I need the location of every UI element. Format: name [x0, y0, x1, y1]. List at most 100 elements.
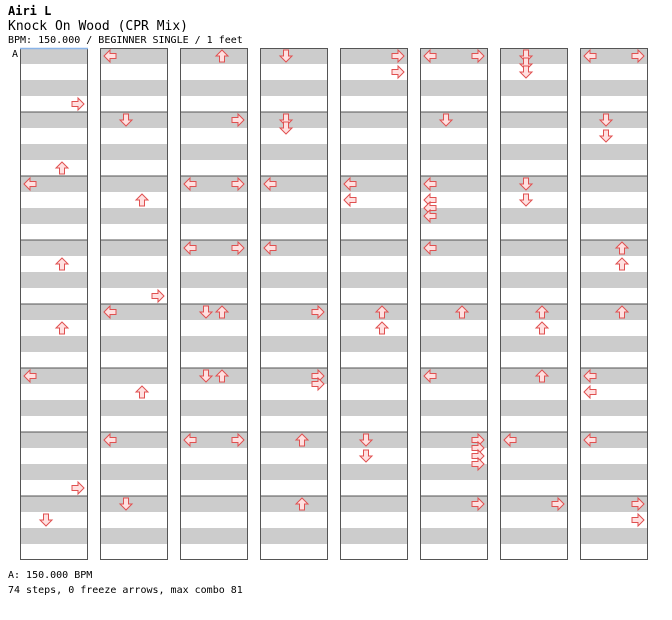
beat-band: [500, 112, 568, 128]
beat-band: [340, 64, 408, 80]
step-arrow-up-icon: [374, 321, 390, 335]
beat-band: [580, 144, 648, 160]
beat-band: [500, 128, 568, 144]
beat-band: [500, 320, 568, 336]
step-arrow-right-icon: [311, 304, 325, 320]
beat-band: [580, 112, 648, 128]
step-arrow-left-icon: [583, 432, 597, 448]
beat-band: [420, 48, 488, 64]
step-arrow-down-icon: [358, 449, 374, 463]
chart-column: [580, 48, 648, 560]
beat-band: [100, 528, 168, 544]
beat-band: [500, 192, 568, 208]
step-arrow-right-icon: [231, 240, 245, 256]
chart-stats: 74 steps, 0 freeze arrows, max combo 81: [8, 585, 243, 596]
step-arrow-right-icon: [231, 176, 245, 192]
step-arrow-up-icon: [294, 497, 310, 511]
beat-band: [340, 480, 408, 496]
column-border: [580, 48, 648, 560]
beat-band: [420, 208, 488, 224]
step-chart: A: [12, 47, 648, 560]
beat-band: [340, 512, 408, 528]
step-arrow-up-icon: [54, 257, 70, 271]
beat-band: [260, 320, 328, 336]
beat-band: [580, 464, 648, 480]
beat-band: [100, 272, 168, 288]
beat-band: [500, 240, 568, 256]
step-arrow-down-icon: [518, 177, 534, 191]
beat-band: [20, 288, 88, 304]
beat-band: [420, 304, 488, 320]
step-arrow-right-icon: [151, 288, 165, 304]
beat-band: [340, 208, 408, 224]
beat-band: [340, 336, 408, 352]
beat-band: [420, 96, 488, 112]
beat-band: [180, 384, 248, 400]
beat-band: [180, 368, 248, 384]
beat-band: [260, 80, 328, 96]
beat-band: [580, 416, 648, 432]
beat-band: [20, 464, 88, 480]
beat-band: [100, 336, 168, 352]
beat-band: [420, 288, 488, 304]
step-arrow-down-icon: [118, 113, 134, 127]
beat-band: [260, 128, 328, 144]
beat-band: [180, 176, 248, 192]
step-arrow-right-icon: [391, 48, 405, 64]
beat-band: [580, 160, 648, 176]
beat-band: [340, 400, 408, 416]
beat-band: [20, 64, 88, 80]
beat-band: [580, 96, 648, 112]
beat-band: [180, 496, 248, 512]
beat-band: [260, 144, 328, 160]
beat-band: [580, 192, 648, 208]
beat-band: [500, 224, 568, 240]
beat-band: [500, 80, 568, 96]
step-arrow-up-icon: [614, 305, 630, 319]
beat-band: [260, 208, 328, 224]
beat-band: [260, 48, 328, 64]
step-arrow-up-icon: [534, 369, 550, 383]
beat-band: [340, 80, 408, 96]
beat-band: [180, 80, 248, 96]
beat-band: [260, 256, 328, 272]
beat-band: [340, 192, 408, 208]
step-arrow-left-icon: [343, 176, 357, 192]
step-arrow-down-icon: [278, 49, 294, 63]
beat-band: [20, 480, 88, 496]
beat-band: [180, 96, 248, 112]
beat-band: [420, 496, 488, 512]
chart-column: [20, 48, 88, 560]
step-arrow-up-icon: [534, 305, 550, 319]
beat-band: [20, 512, 88, 528]
song-title: Knock On Wood (CPR Mix): [8, 19, 189, 34]
beat-band: [500, 96, 568, 112]
step-arrow-left-icon: [423, 48, 437, 64]
beat-band: [100, 176, 168, 192]
beat-band: [500, 416, 568, 432]
beat-band: [580, 400, 648, 416]
beat-band: [260, 544, 328, 560]
column-border: [340, 48, 408, 560]
beat-band: [100, 256, 168, 272]
beat-band: [100, 432, 168, 448]
beat-band: [500, 144, 568, 160]
beat-band: [500, 256, 568, 272]
step-arrow-down-icon: [278, 121, 294, 135]
step-arrow-up-icon: [134, 385, 150, 399]
beat-band: [180, 544, 248, 560]
beat-band: [340, 160, 408, 176]
beat-band: [100, 304, 168, 320]
step-arrow-left-icon: [183, 240, 197, 256]
beat-band: [100, 192, 168, 208]
beat-band: [260, 400, 328, 416]
beat-band: [420, 384, 488, 400]
beat-band: [100, 480, 168, 496]
beat-band: [260, 192, 328, 208]
step-arrow-right-icon: [71, 96, 85, 112]
beat-band: [580, 288, 648, 304]
step-arrow-left-icon: [183, 176, 197, 192]
beat-band: [420, 64, 488, 80]
beat-band: [20, 528, 88, 544]
beat-band: [260, 368, 328, 384]
